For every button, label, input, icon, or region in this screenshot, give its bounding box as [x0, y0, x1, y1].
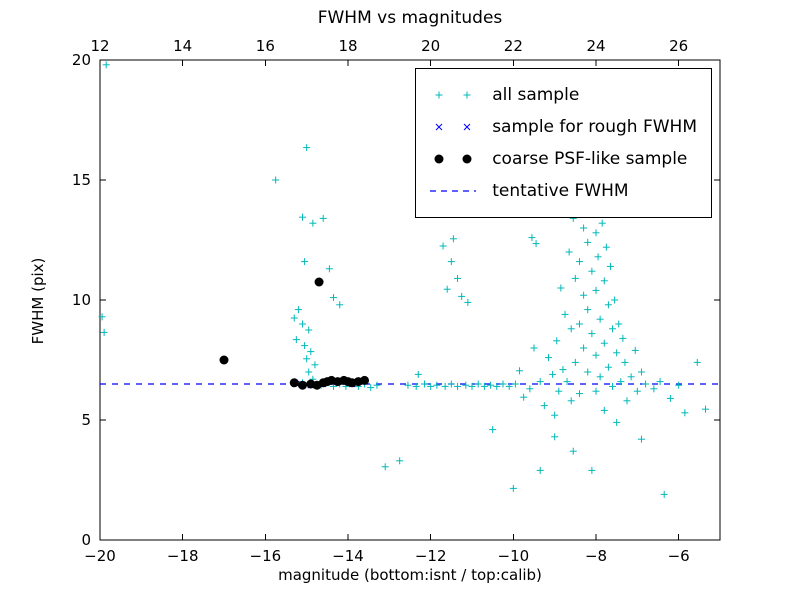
svg-text:14: 14 — [173, 37, 192, 55]
svg-text:22: 22 — [504, 37, 523, 55]
svg-text:−10: −10 — [498, 547, 530, 565]
legend-item-label: all sample — [492, 85, 580, 105]
svg-text:0: 0 — [81, 531, 91, 549]
legend-item-label: sample for rough FWHM — [492, 117, 697, 137]
svg-text:12: 12 — [90, 37, 109, 55]
legend-item: coarse PSF-like sample — [426, 143, 697, 175]
svg-text:−8: −8 — [585, 547, 607, 565]
svg-text:5: 5 — [81, 411, 91, 429]
svg-text:26: 26 — [669, 37, 688, 55]
legend-item: sample for rough FWHM — [426, 111, 697, 143]
x-axis-bottom: −20 −18 −16 −14 −12 −10 −8 −6 — [84, 534, 690, 565]
svg-text:−14: −14 — [332, 547, 364, 565]
legend-item: all sample — [426, 79, 697, 111]
legend: all sample sample for rough FWHM coarse PS… — [415, 68, 712, 218]
svg-text:−18: −18 — [167, 547, 199, 565]
svg-text:20: 20 — [72, 51, 91, 69]
y-axis: 0 5 10 15 20 — [72, 51, 720, 549]
svg-text:15: 15 — [72, 171, 91, 189]
svg-text:−12: −12 — [415, 547, 447, 565]
svg-text:10: 10 — [72, 291, 91, 309]
circle-marker-icon — [434, 154, 472, 164]
svg-text:−16: −16 — [250, 547, 282, 565]
svg-text:20: 20 — [421, 37, 440, 55]
y-axis-label: FWHM (pix) — [29, 257, 47, 345]
svg-text:24: 24 — [586, 37, 605, 55]
chart-title: FWHM vs magnitudes — [317, 8, 503, 28]
svg-text:16: 16 — [256, 37, 275, 55]
legend-item-label: tentative FWHM — [492, 181, 629, 201]
+-marker-icon — [435, 91, 471, 99]
legend-item: tentative FWHM — [426, 175, 697, 207]
svg-text:18: 18 — [338, 37, 357, 55]
x-marker-icon — [435, 123, 471, 131]
legend-item-label: coarse PSF-like sample — [492, 149, 688, 169]
dashed-line-marker-icon — [430, 190, 477, 192]
x-axis-label: magnitude (bottom:isnt / top:calib) — [278, 566, 542, 584]
x-axis-top: 12 14 16 18 20 22 24 26 — [90, 37, 688, 66]
svg-text:−20: −20 — [84, 547, 116, 565]
svg-text:−6: −6 — [668, 547, 690, 565]
coarse-psf-like-sample-points — [219, 277, 370, 390]
